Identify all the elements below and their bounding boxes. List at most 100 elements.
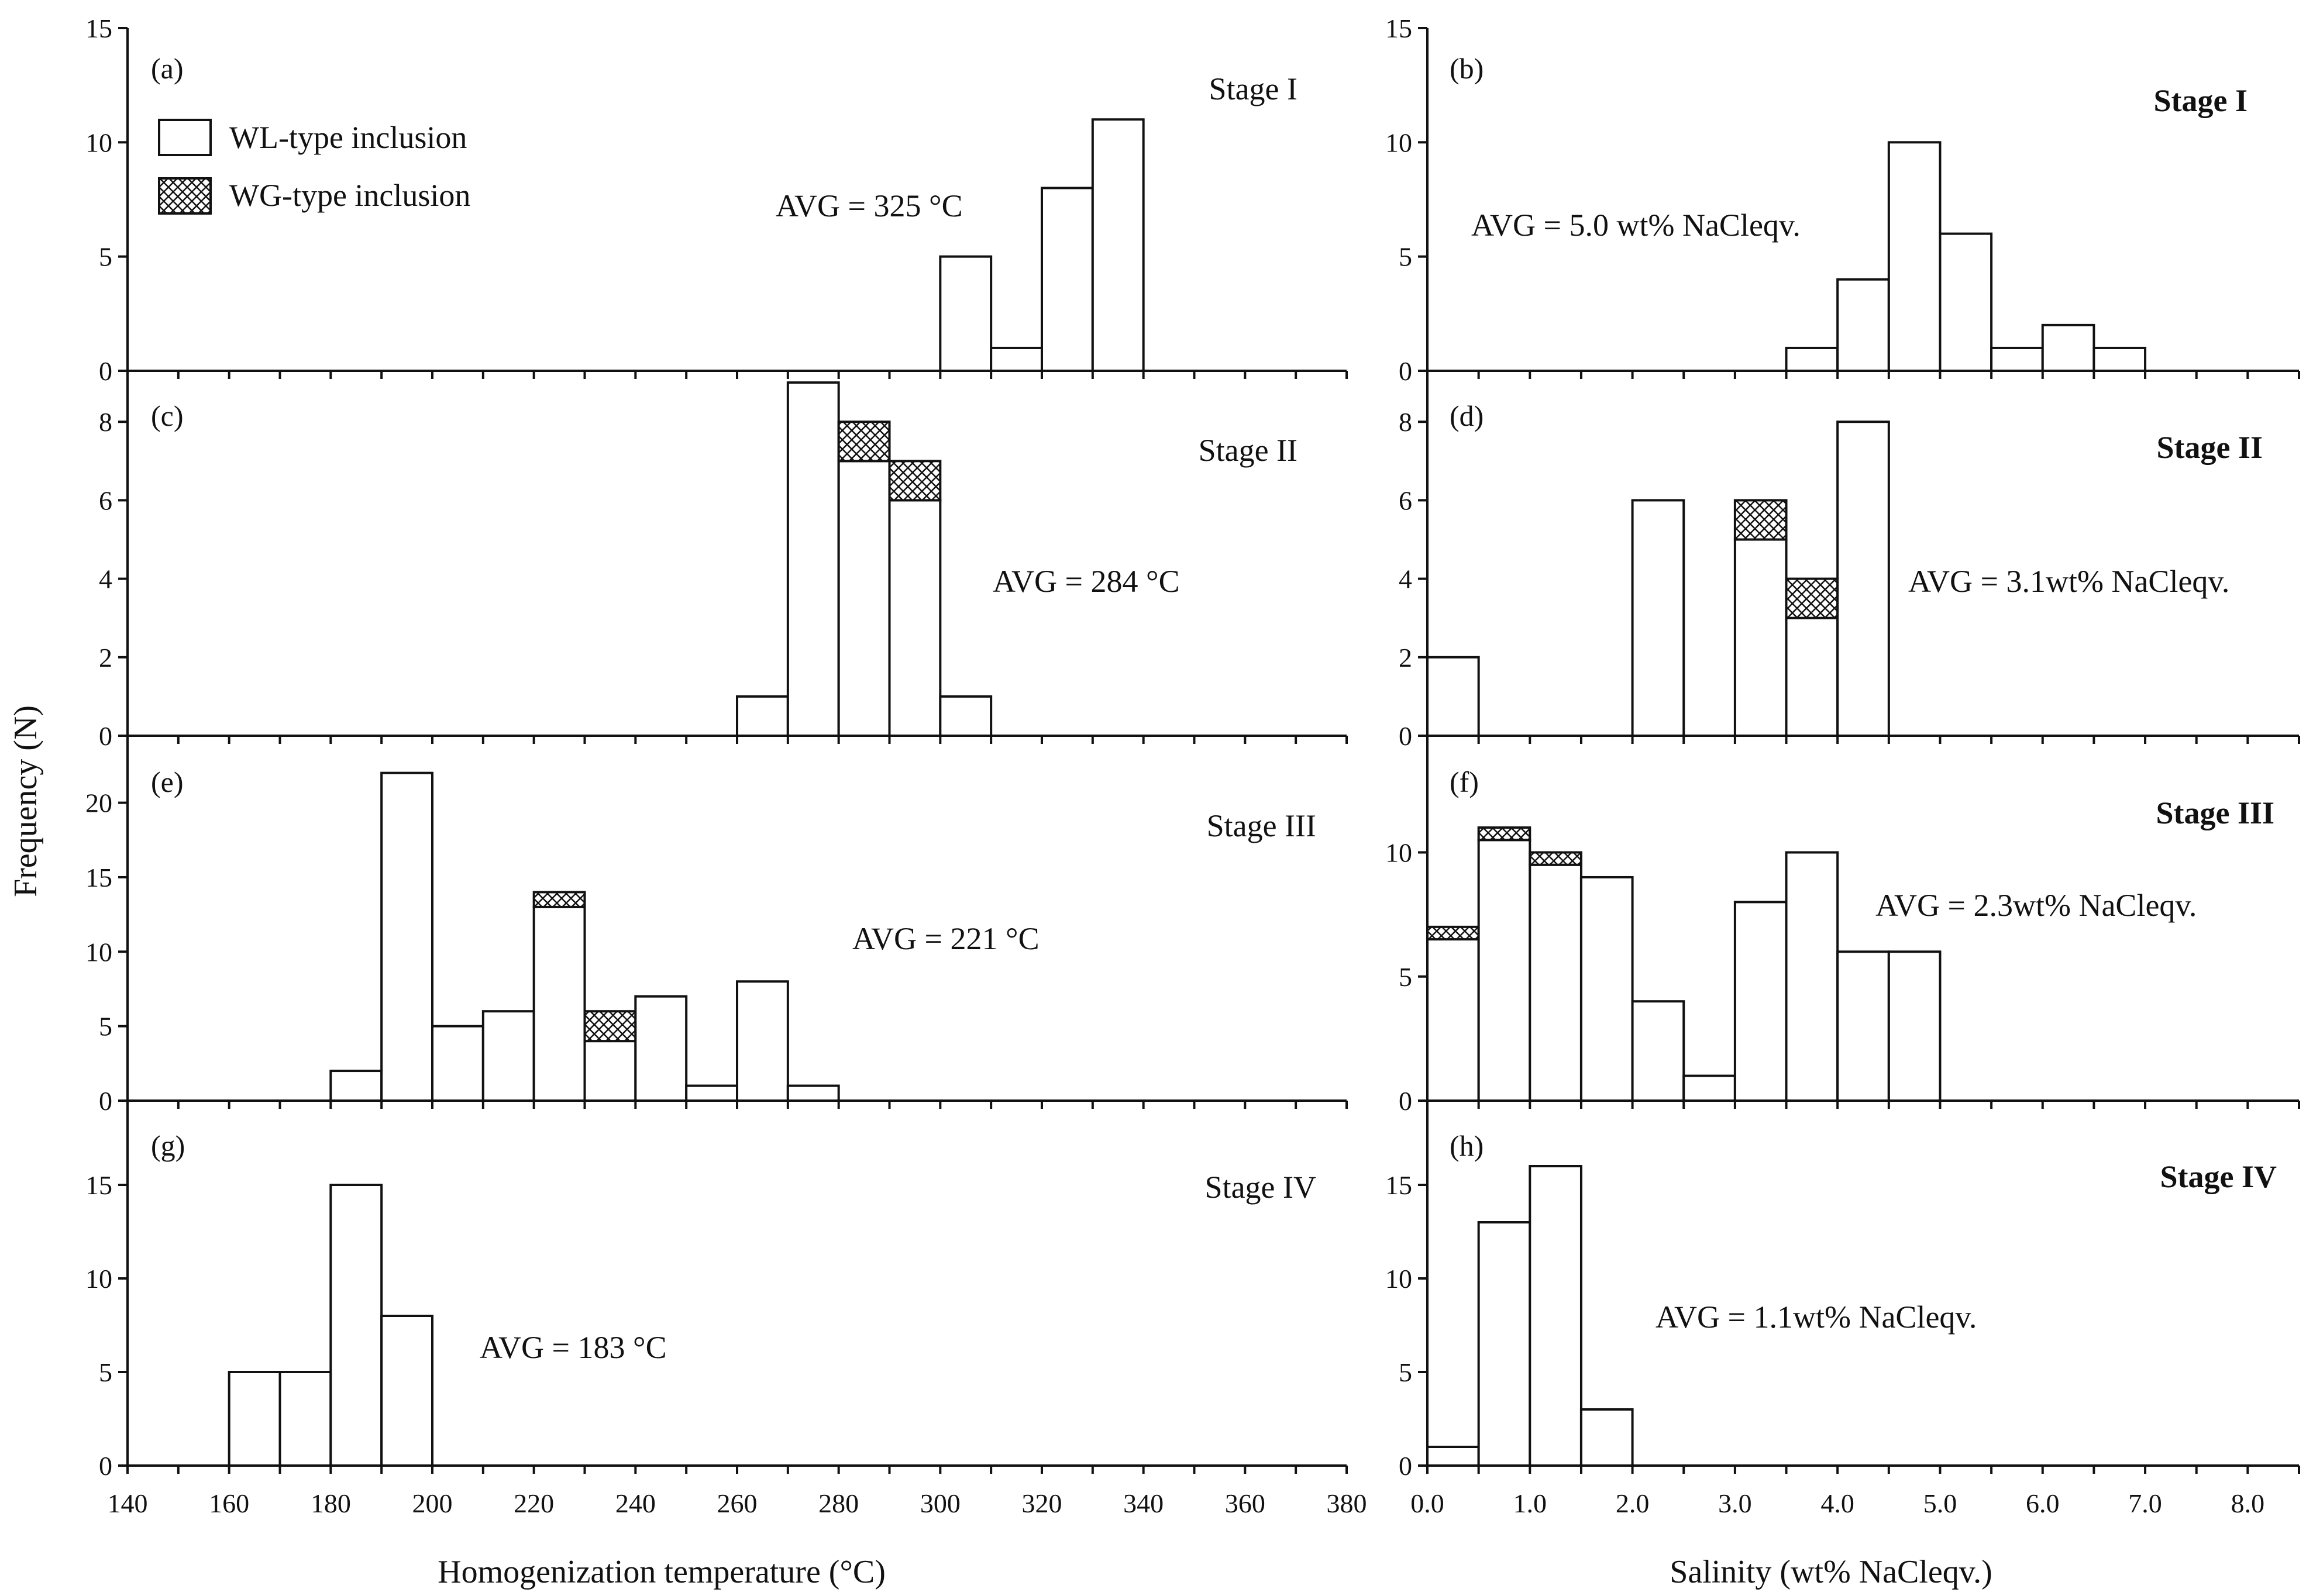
bar-wl-f xyxy=(1887,950,1942,1102)
y-tick-label-a: 15 xyxy=(85,13,112,43)
panel-f: 0 5 10 (f) Stage III AVG = 2.3wt% NaCleqv. xyxy=(1385,736,2300,1116)
y-tick-label-e: 5 xyxy=(99,1012,112,1042)
bar-wl-d xyxy=(1836,420,1890,737)
left-x-tick-label: 380 xyxy=(1327,1488,1367,1518)
bar-wl-h xyxy=(1579,1408,1634,1467)
panel-b: 0 5 10 15 (b) Stage I AVG = 5.0 wt% NaCleqv. xyxy=(1385,13,2300,386)
bar-wg-e xyxy=(583,1010,637,1043)
stage-label-a: Stage I xyxy=(1209,71,1297,106)
legend-label-wl: WL-type inclusion xyxy=(229,120,467,155)
stage-label-c: Stage II xyxy=(1199,433,1297,468)
bar-wg-e xyxy=(532,891,586,908)
right-x-tick-label: 6.0 xyxy=(2026,1488,2060,1518)
bar-wl-f xyxy=(1529,863,1582,1102)
bar-wl-d xyxy=(1631,499,1685,737)
y-tick-label-h: 0 xyxy=(1399,1451,1412,1481)
bar-wl-f xyxy=(1426,938,1480,1102)
panel-label-d: (d) xyxy=(1450,399,1484,432)
panel-label-b: (b) xyxy=(1450,52,1484,85)
y-tick-label-g: 5 xyxy=(99,1357,112,1387)
bar-wg-f xyxy=(1426,925,1480,941)
y-tick-label-e: 20 xyxy=(85,788,112,818)
bar-wl-b xyxy=(1990,346,2044,373)
y-tick-label-f: 10 xyxy=(1385,838,1412,868)
panel-h: 0 5 10 15 (h) Stage IV AVG = 1.1wt% NaCleqv. xyxy=(1385,1101,2300,1481)
bar-wl-h xyxy=(1426,1446,1480,1467)
panel-label-c: (c) xyxy=(151,399,184,432)
bar-wl-g xyxy=(329,1184,383,1467)
bar-wl-b xyxy=(1785,346,1839,373)
bar-wg-f xyxy=(1477,826,1531,842)
bar-wl-e xyxy=(431,1025,484,1102)
left-x-tick-label: 260 xyxy=(717,1488,758,1518)
y-tick-label-e: 15 xyxy=(85,863,112,892)
y-tick-label-g: 15 xyxy=(85,1170,112,1200)
bar-wl-h xyxy=(1477,1221,1531,1467)
bar-wl-h xyxy=(1529,1165,1582,1467)
bar-wl-b xyxy=(1939,232,1993,372)
y-tick-label-c: 6 xyxy=(99,485,112,515)
bar-wl-b xyxy=(2041,323,2095,372)
bar-wl-b xyxy=(2092,346,2147,373)
right-x-tick-label: 4.0 xyxy=(1820,1488,1854,1518)
bar-wg-c xyxy=(837,420,891,463)
bar-wl-f xyxy=(1579,875,1634,1102)
bar-wl-d xyxy=(1426,656,1480,737)
left-x-tick-label: 360 xyxy=(1225,1488,1265,1518)
bar-wl-d xyxy=(1785,616,1839,737)
bar-wl-f xyxy=(1477,839,1531,1102)
legend: WL-type inclusion WG-type inclusion xyxy=(158,119,470,215)
bar-wl-g xyxy=(380,1315,434,1467)
y-tick-label-a: 0 xyxy=(99,356,112,386)
panel-label-g: (g) xyxy=(151,1129,185,1162)
bar-wl-e xyxy=(329,1070,383,1102)
panel-a: 0 5 10 15 (a) Stage I AVG = 325 °C xyxy=(85,13,1348,386)
bar-wl-a xyxy=(939,255,993,372)
panel-e: 0 5 10 15 20 (e) Stage III AVG = 221 °C xyxy=(85,736,1348,1116)
y-tick-label-a: 10 xyxy=(85,127,112,157)
left-x-tick-label: 200 xyxy=(412,1488,453,1518)
bar-wl-a xyxy=(990,346,1043,373)
panel-label-f: (f) xyxy=(1450,766,1479,798)
right-x-axis-title: Salinity (wt% NaCleqv.) xyxy=(1670,1554,1992,1590)
avg-label-f: AVG = 2.3wt% NaCleqv. xyxy=(1875,888,2197,923)
y-tick-label-a: 5 xyxy=(99,242,112,272)
stage-label-e: Stage III xyxy=(1207,808,1316,843)
y-tick-label-d: 4 xyxy=(1399,564,1412,594)
left-x-tick-label: 280 xyxy=(818,1488,859,1518)
panel-d: 0 2 4 6 8 (d) Stage II AVG = 3.1wt% NaCleqv. xyxy=(1399,371,2300,751)
panel-label-h: (h) xyxy=(1450,1129,1484,1162)
y-tick-label-b: 10 xyxy=(1385,127,1412,157)
avg-label-b: AVG = 5.0 wt% NaCleqv. xyxy=(1471,208,1801,243)
y-tick-label-g: 0 xyxy=(99,1451,112,1481)
bar-wl-b xyxy=(1887,141,1942,372)
y-tick-label-b: 5 xyxy=(1399,242,1412,272)
bar-wl-e xyxy=(634,995,688,1102)
y-tick-label-h: 10 xyxy=(1385,1264,1412,1294)
legend-swatch-wg xyxy=(158,177,212,215)
stage-label-b: Stage I xyxy=(2154,83,2248,118)
y-tick-label-d: 2 xyxy=(1399,643,1412,673)
bar-wl-c xyxy=(939,695,993,737)
bar-wl-a xyxy=(1041,187,1094,372)
y-tick-label-c: 0 xyxy=(99,721,112,751)
left-x-tick-label: 220 xyxy=(514,1488,554,1518)
bar-wl-c xyxy=(888,499,942,737)
bar-wl-g xyxy=(278,1371,332,1467)
stage-label-g: Stage IV xyxy=(1205,1170,1316,1205)
right-x-tick-label: 2.0 xyxy=(1616,1488,1650,1518)
panels-layer: 0 5 10 15 (a) Stage I AVG = 325 °C 0 5 10 15 (b) Sta… xyxy=(85,13,2300,1518)
right-x-tick-label: 7.0 xyxy=(2128,1488,2162,1518)
y-tick-label-d: 6 xyxy=(1399,485,1412,515)
panel-c: 0 2 4 6 8 (c) Stage II AVG = 284 °C xyxy=(99,371,1348,751)
legend-label-wg: WG-type inclusion xyxy=(229,178,470,213)
bar-wl-f xyxy=(1631,1000,1685,1102)
bar-wl-e xyxy=(685,1084,738,1102)
y-tick-label-h: 15 xyxy=(1385,1170,1412,1200)
panel-label-a: (a) xyxy=(151,52,184,85)
bar-wl-c xyxy=(837,460,891,737)
left-x-tick-label: 240 xyxy=(615,1488,656,1518)
y-axis-title: Frequency (N) xyxy=(8,705,44,897)
y-tick-label-b: 15 xyxy=(1385,13,1412,43)
